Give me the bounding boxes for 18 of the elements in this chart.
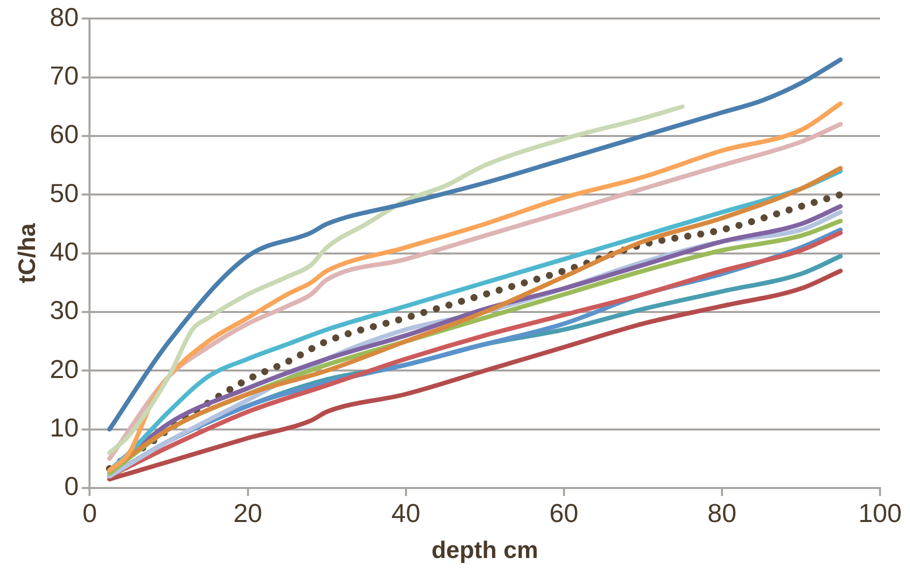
y-tick-label: 60 <box>50 119 79 150</box>
line-series <box>107 57 843 432</box>
y-tick-label: 50 <box>50 178 79 208</box>
x-tick-label: 40 <box>391 498 420 528</box>
y-tick-label: 20 <box>50 354 79 384</box>
y-tick-label: 70 <box>50 60 79 90</box>
y-tick-label: 10 <box>50 412 79 442</box>
x-tick-label: 20 <box>233 498 262 528</box>
line-series <box>107 104 685 456</box>
x-tick-label: 100 <box>858 498 902 528</box>
y-tick-label: 80 <box>50 2 79 32</box>
y-tick-label: 0 <box>64 471 79 502</box>
x-tick-label: 60 <box>549 498 578 528</box>
x-tick-label: 80 <box>707 498 736 528</box>
y-axis-title: tC/ha <box>14 222 42 284</box>
y-tick-label: 40 <box>50 236 79 266</box>
x-axis-title: depth cm <box>432 537 538 564</box>
y-tick-label: 30 <box>50 295 79 326</box>
